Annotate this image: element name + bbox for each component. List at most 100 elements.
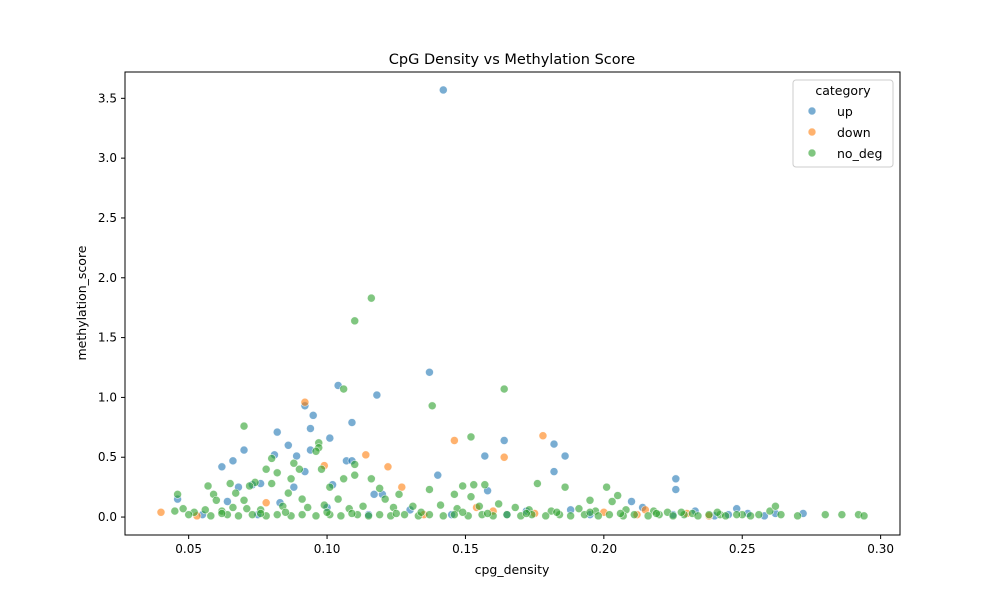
scatter-point-no-deg — [776, 510, 786, 519]
scatter-point-no-deg — [746, 511, 755, 521]
scatter-point-down — [156, 507, 166, 517]
scatter-point-up — [372, 390, 382, 400]
legend-marker-down — [807, 127, 817, 137]
scatter-point-down — [261, 498, 271, 508]
scatter-point-up — [217, 462, 227, 472]
scatter-point-no-deg — [317, 464, 326, 474]
legend-marker-up — [807, 106, 817, 116]
scatter-point-no-deg — [541, 511, 551, 521]
y-tick-label: 1.0 — [98, 390, 117, 404]
plot-area — [156, 85, 869, 521]
legend-box — [792, 79, 894, 168]
scatter-point-up — [433, 470, 443, 480]
x-tick-label: 0.20 — [590, 542, 617, 556]
legend-label-no-deg: no_deg — [837, 146, 882, 161]
scatter-point-no-deg — [380, 494, 390, 504]
scatter-point-no-deg — [585, 507, 595, 517]
scatter-point-no-deg — [466, 432, 476, 442]
scatter-point-up — [308, 411, 318, 420]
scatter-point-up — [223, 497, 232, 506]
scatter-point-up — [671, 485, 681, 494]
scatter-point-no-deg — [425, 510, 434, 519]
scatter-point-no-deg — [212, 495, 221, 505]
scatter-point-up — [306, 424, 315, 433]
scatter-point-no-deg — [283, 488, 293, 498]
scatter-point-no-deg — [560, 482, 570, 492]
scatter-point-no-deg — [281, 507, 290, 517]
scatter-point-up — [480, 451, 490, 461]
scatter-point-up — [228, 456, 238, 466]
scatter-point-up — [347, 418, 357, 427]
scatter-point-no-deg — [272, 510, 282, 519]
scatter-point-no-deg — [358, 501, 368, 511]
scatter-point-no-deg — [217, 509, 227, 518]
legend-label-down: down — [837, 125, 871, 140]
scatter-point-no-deg — [367, 293, 376, 303]
scatter-point-up — [549, 439, 559, 449]
scatter-point-no-deg — [267, 454, 277, 463]
scatter-point-no-deg — [261, 464, 271, 474]
scatter-point-no-deg — [483, 509, 492, 518]
scatter-point-no-deg — [474, 501, 484, 511]
scatter-point-up — [283, 440, 293, 450]
scatter-point-no-deg — [837, 510, 847, 519]
scatter-point-no-deg — [391, 509, 401, 518]
x-tick-label: 0.25 — [729, 542, 756, 556]
y-tick-label: 0.5 — [98, 450, 117, 464]
x-tick-label: 0.05 — [175, 542, 202, 556]
y-axis: 0.0 0.5 1.0 1.5 2.0 2.5 3.0 3.5 — [98, 91, 125, 524]
scatter-point-down — [450, 436, 459, 445]
scatter-point-no-deg — [616, 509, 625, 518]
scatter-point-no-deg — [295, 464, 304, 474]
scatter-point-no-deg — [820, 510, 830, 519]
x-axis-label: cpg_density — [475, 562, 550, 577]
scatter-point-no-deg — [574, 504, 584, 513]
y-tick-label: 2.0 — [98, 271, 117, 285]
scatter-point-no-deg — [458, 507, 467, 517]
scatter-point-no-deg — [333, 494, 343, 504]
y-axis-label: methylation_score — [74, 245, 89, 360]
scatter-point-no-deg — [754, 510, 764, 519]
scatter-point-no-deg — [499, 384, 509, 394]
scatter-point-up — [325, 433, 335, 443]
scatter-point-up — [438, 85, 448, 95]
scatter-point-no-deg — [552, 507, 562, 517]
scatter-point-no-deg — [585, 495, 595, 505]
scatter-point-no-deg — [297, 510, 307, 519]
scatter-point-no-deg — [522, 509, 531, 518]
x-tick-label: 0.15 — [452, 542, 479, 556]
scatter-point-no-deg — [248, 510, 257, 519]
scatter-point-down — [499, 452, 509, 462]
scatter-point-no-deg — [322, 507, 332, 517]
scatter-point-up — [549, 467, 559, 476]
scatter-point-no-deg — [364, 511, 373, 521]
scatter-point-down — [397, 482, 407, 492]
y-tick-label: 2.5 — [98, 211, 117, 225]
scatter-point-no-deg — [178, 504, 188, 513]
scatter-point-no-deg — [256, 509, 265, 518]
scatter-point-no-deg — [339, 474, 348, 484]
scatter-point-up — [671, 474, 681, 484]
scatter-point-no-deg — [231, 488, 241, 498]
legend-label-up: up — [837, 104, 853, 119]
scatter-point-no-deg — [400, 510, 409, 519]
scatter-point-no-deg — [668, 511, 678, 521]
scatter-point-up — [425, 367, 434, 377]
scatter-point-no-deg — [605, 510, 614, 519]
scatter-point-no-deg — [450, 510, 459, 519]
scatter-point-down — [538, 431, 548, 441]
scatter-point-up — [627, 497, 636, 506]
legend-marker-no-deg — [807, 148, 817, 158]
scatter-point-no-deg — [303, 503, 312, 512]
scatter-point-up — [272, 427, 282, 437]
scatter-point-no-deg — [267, 479, 277, 488]
y-tick-label: 0.0 — [98, 510, 117, 524]
scatter-point-no-deg — [793, 511, 802, 521]
scatter-point-no-deg — [239, 495, 249, 505]
scatter-point-no-deg — [350, 460, 360, 469]
scatter-point-no-deg — [336, 511, 346, 521]
scatter-point-no-deg — [206, 511, 216, 521]
scatter-point-no-deg — [228, 503, 238, 512]
scatter-point-down — [383, 462, 393, 472]
